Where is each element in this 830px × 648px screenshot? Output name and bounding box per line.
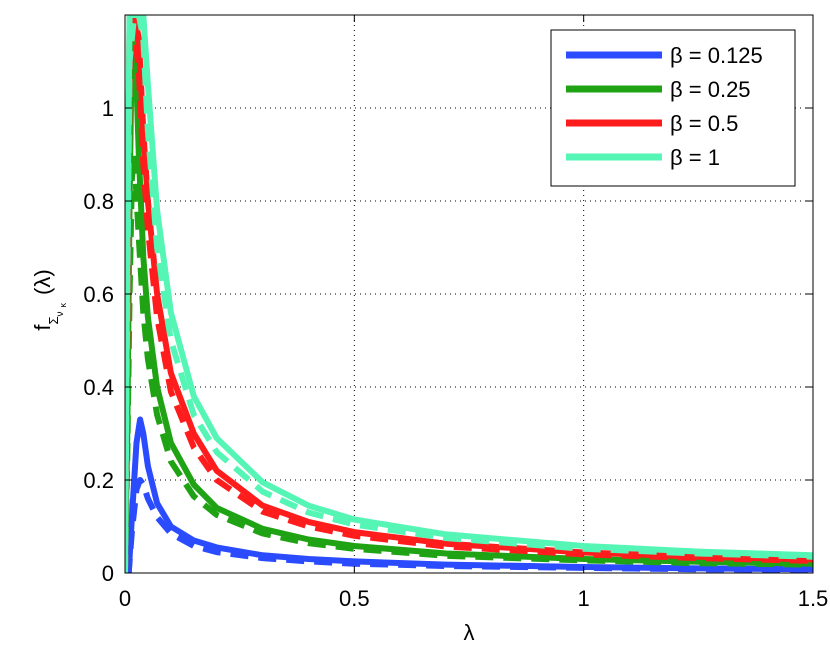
series-line-1-solid: [125, 416, 813, 573]
grid: [125, 15, 813, 573]
legend-label-1: β = 0.125: [670, 43, 763, 68]
x-tick-label: 1.5: [798, 586, 829, 611]
y-axis-label-sub: Σ: [46, 316, 61, 324]
y-tick-label: 0.2: [83, 468, 114, 493]
series-line-4-dashed: [125, 15, 813, 573]
y-tick-label: 1: [102, 96, 114, 121]
ticks: 0 0.5 1 1.5 0 0.2 0.4 0.6 0.8 1: [83, 15, 828, 611]
x-axis-label: λ: [464, 620, 475, 645]
y-axis-label-sub2: ν: [55, 311, 66, 316]
series-line-3-solid: [125, 15, 813, 573]
y-tick-label: 0.6: [83, 282, 114, 307]
y-tick-label: 0.8: [83, 189, 114, 214]
series-line-4-solid: [125, 15, 813, 573]
y-axis-label-arg: (λ): [30, 269, 55, 295]
y-tick-label: 0.4: [83, 375, 114, 400]
series-layer: [125, 15, 813, 573]
y-axis-label: fΣνκ (λ): [30, 269, 68, 330]
legend: β = 0.125 β = 0.25 β = 0.5 β = 1: [550, 29, 796, 187]
legend-label-2: β = 0.25: [670, 77, 751, 102]
x-tick-label: 0: [119, 586, 131, 611]
y-axis-label-main: f: [30, 324, 55, 331]
x-tick-label: 1: [578, 586, 590, 611]
x-tick-label: 0.5: [339, 586, 370, 611]
legend-label-4: β = 1: [670, 145, 720, 170]
y-tick-label: 0: [102, 561, 114, 586]
svg-text:fΣνκ(λ): fΣνκ (λ): [30, 269, 68, 330]
y-axis-label-sub3: κ: [58, 302, 68, 307]
legend-label-3: β = 0.5: [670, 111, 738, 136]
